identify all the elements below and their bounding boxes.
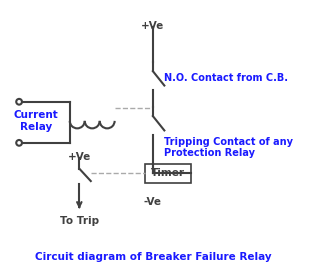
Text: Tripping Contact of any
Protection Relay: Tripping Contact of any Protection Relay [164,137,293,158]
Text: +Ve: +Ve [68,152,91,162]
Text: Current
Relay: Current Relay [14,110,59,132]
Text: N.O. Contact from C.B.: N.O. Contact from C.B. [164,73,288,83]
Text: +Ve: +Ve [141,21,164,30]
Text: -Ve: -Ve [144,197,162,207]
Text: Timer: Timer [151,169,185,178]
Text: To Trip: To Trip [60,217,99,227]
Text: Circuit diagram of Breaker Failure Relay: Circuit diagram of Breaker Failure Relay [35,252,271,262]
FancyBboxPatch shape [145,164,191,183]
